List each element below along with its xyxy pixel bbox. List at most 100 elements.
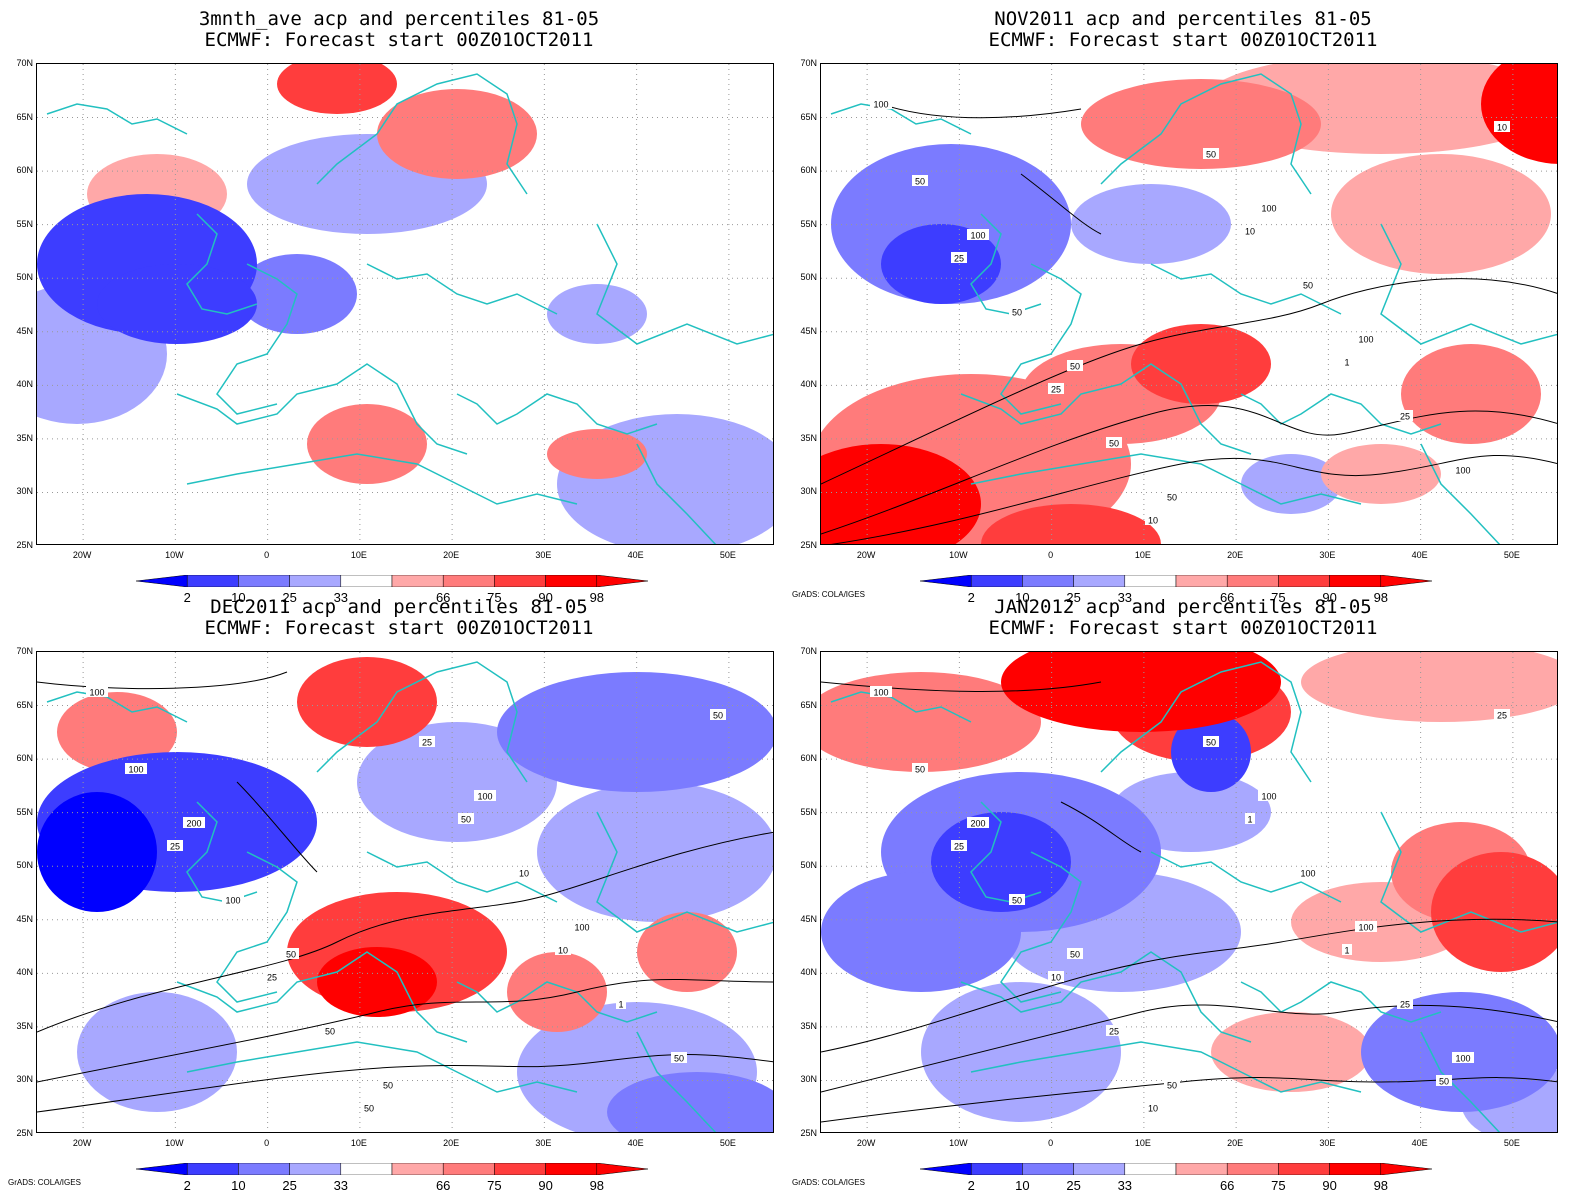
svg-text:25: 25 <box>170 842 180 852</box>
colorbar-arrow-right <box>1380 1162 1433 1176</box>
contour-label: 50 <box>710 709 726 721</box>
colorbar-swatch <box>238 1162 290 1176</box>
lon-label: 0 <box>264 1138 270 1148</box>
coastline <box>176 363 468 455</box>
anomaly-area <box>1241 454 1341 514</box>
anomaly-area <box>317 947 437 1017</box>
contour-label: 100 <box>870 98 892 110</box>
colorbar-swatch <box>1073 574 1126 588</box>
lat-label: 50N <box>16 860 33 871</box>
coastline <box>1150 851 1342 903</box>
lat-label: 55N <box>800 218 817 229</box>
svg-text:50: 50 <box>364 1104 374 1114</box>
lat-label: 40N <box>800 379 817 390</box>
svg-text:50: 50 <box>383 1081 393 1091</box>
svg-text:100: 100 <box>1455 1054 1470 1064</box>
anomaly-area <box>1171 712 1251 792</box>
colorbar-swatch <box>1278 574 1330 588</box>
svg-text:50: 50 <box>1206 150 1216 160</box>
colorbar <box>135 574 649 592</box>
svg-text:50: 50 <box>915 765 925 775</box>
svg-text:100: 100 <box>970 231 985 241</box>
lat-label: 25N <box>800 1128 817 1138</box>
colorbar-label: 75 <box>487 590 502 605</box>
lat-label: 45N <box>800 913 817 924</box>
contour-line <box>1060 801 1142 853</box>
contour-label: 100 <box>222 894 244 906</box>
colorbar-swatch <box>1175 1162 1228 1176</box>
svg-text:25: 25 <box>1400 412 1410 422</box>
lon-label: 30E <box>535 1138 552 1148</box>
lat-label: 65N <box>800 699 817 710</box>
coastline <box>216 263 298 415</box>
colorbar-swatch <box>1124 574 1177 588</box>
svg-text:50: 50 <box>915 177 925 187</box>
lat-label: 25N <box>800 540 817 550</box>
svg-text:10: 10 <box>519 869 529 879</box>
panel-subtitle: ECMWF: Forecast start 00Z01OCT2011 <box>988 29 1378 51</box>
colorbar-label: 90 <box>538 590 553 605</box>
svg-text:50: 50 <box>674 1054 684 1064</box>
lat-label: 70N <box>16 646 33 656</box>
coastline <box>830 103 972 135</box>
coastline <box>1420 443 1501 544</box>
anomaly-area <box>821 672 1041 772</box>
lat-label: 70N <box>800 646 817 656</box>
contour-label: 100 <box>1452 1052 1474 1064</box>
contour-label: 25 <box>264 971 280 983</box>
colorbar-swatch <box>494 574 546 588</box>
contour-label: 1 <box>1342 356 1352 368</box>
lat-label: 60N <box>800 753 817 764</box>
coastline <box>830 691 972 723</box>
lon-label: 0 <box>1048 1138 1054 1148</box>
lon-label: 50E <box>1503 550 1520 560</box>
anomaly-area <box>377 89 537 179</box>
svg-text:25: 25 <box>954 254 964 264</box>
contour-label: 10 <box>555 944 571 956</box>
colorbar-label: 25 <box>282 590 297 605</box>
lat-label: 70N <box>16 58 33 68</box>
contour-line <box>821 918 1557 1053</box>
map-frame: 100 100 50 50 100 100 100 50 50 50 50 50 25 10 25 25 10 1… <box>820 63 1558 545</box>
coastline <box>1380 811 1557 933</box>
lon-label: 40E <box>627 550 644 560</box>
colorbar-swatch <box>238 574 290 588</box>
svg-text:200: 200 <box>970 819 985 829</box>
lon-label: 20E <box>1227 550 1244 560</box>
svg-text:50: 50 <box>1167 493 1177 503</box>
anomaly-area <box>277 64 397 114</box>
lat-label: 45N <box>800 325 817 336</box>
colorbar-swatch <box>494 1162 546 1176</box>
grads-credit: GrADS: COLA/IGES <box>8 1178 81 1187</box>
contour-label: 50 <box>912 763 928 775</box>
colorbar-swatch <box>1226 574 1279 588</box>
lat-label: 35N <box>800 1020 817 1031</box>
coastline <box>366 851 558 903</box>
contour-label: 100 <box>86 686 108 698</box>
svg-text:25: 25 <box>1109 1027 1119 1037</box>
coastline <box>1000 851 1082 1003</box>
grads-credit: GrADS: COLA/IGES <box>792 590 865 599</box>
anomaly-area <box>1081 79 1321 169</box>
lat-label: 40N <box>800 967 817 978</box>
svg-text:1: 1 <box>1344 946 1349 956</box>
panel-title: NOV2011 acp and percentiles 81-05 <box>994 8 1372 30</box>
coastline <box>46 691 188 723</box>
contour-line <box>37 671 288 690</box>
svg-text:10: 10 <box>1148 1104 1158 1114</box>
contour-label: 50 <box>1436 1075 1452 1087</box>
map-frame: 100 200 50 50 100 100 100 50 50 25 50 100 25 25 25 10 10… <box>820 651 1558 1133</box>
svg-text:25: 25 <box>422 738 432 748</box>
contour-label: 100 <box>1355 333 1377 345</box>
lat-label: 35N <box>16 432 33 443</box>
colorbar-label: 98 <box>589 1178 605 1193</box>
anomaly-area <box>57 692 177 772</box>
contour-line <box>821 405 1557 535</box>
svg-text:100: 100 <box>1358 923 1373 933</box>
colorbar-swatch <box>1175 574 1228 588</box>
anomaly-area <box>497 672 773 792</box>
svg-text:50: 50 <box>1439 1077 1449 1087</box>
anomaly-area <box>921 982 1121 1122</box>
colorbar-label: 66 <box>1219 1178 1235 1193</box>
colorbar-swatch <box>289 574 342 588</box>
